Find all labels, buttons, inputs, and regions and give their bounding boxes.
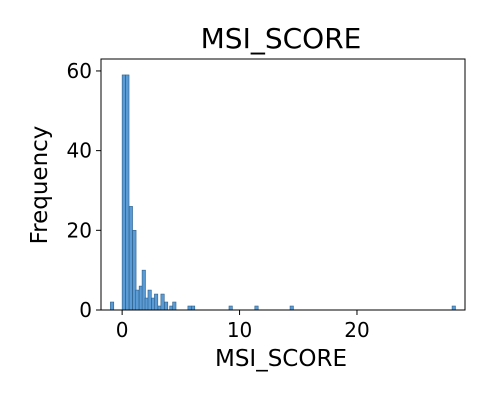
y-axis-ticks: 0 20 40 60 — [67, 59, 101, 322]
y-tick-label: 0 — [79, 298, 92, 322]
y-tick-label: 20 — [67, 218, 92, 242]
y-axis-label: Frequency — [27, 126, 53, 245]
y-tick-label: 60 — [67, 59, 92, 83]
histogram-bar — [125, 74, 130, 311]
histogram-bar — [128, 206, 133, 311]
chart-title: MSI_SCORE — [201, 22, 362, 55]
y-tick-label: 40 — [67, 139, 92, 163]
histogram-bar — [289, 305, 294, 311]
x-tick-label: 20 — [344, 318, 369, 342]
histogram-bar — [187, 305, 192, 311]
histogram-bar — [147, 289, 152, 311]
histogram-bar — [254, 305, 259, 311]
x-axis-label: MSI_SCORE — [215, 346, 347, 372]
plot-frame — [100, 58, 466, 311]
histogram-bar — [164, 301, 169, 311]
histogram-bar — [110, 301, 115, 311]
histogram-bar — [154, 293, 159, 311]
x-axis-ticks: 0 10 20 — [116, 310, 370, 342]
histogram-bar — [135, 289, 140, 311]
histogram-bar — [121, 74, 126, 311]
histogram-bar — [228, 305, 233, 311]
x-tick-label: 0 — [116, 318, 129, 342]
histogram-bar — [451, 305, 456, 311]
histogram-bar — [160, 293, 165, 311]
histogram-bar — [172, 301, 177, 311]
histogram-bar — [191, 305, 196, 311]
histogram-bars — [110, 74, 456, 311]
x-tick-label: 10 — [227, 318, 252, 342]
